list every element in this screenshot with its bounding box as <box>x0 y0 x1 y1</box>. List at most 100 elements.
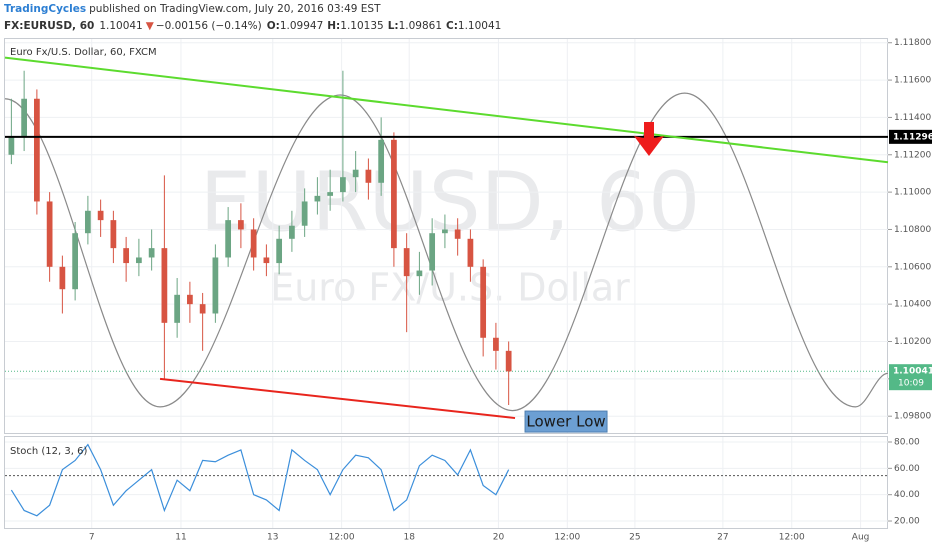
y-tick-label: 1.11000 <box>894 188 931 198</box>
y-tick-label: 1.10800 <box>894 225 931 235</box>
y-tick-label: 1.09800 <box>894 412 931 422</box>
header-line: TradingCycles published on TradingView.co… <box>4 3 381 15</box>
last-price-box <box>889 364 932 391</box>
main-pane <box>4 38 888 434</box>
hline-price-label: 1.11296 <box>893 132 932 142</box>
trend-line <box>4 56 889 164</box>
candle-body <box>59 266 66 290</box>
watermark-sub: Euro FX/U.S. Dollar <box>270 266 630 310</box>
candle-body <box>352 169 359 178</box>
x-tick-label: 13 <box>267 533 278 543</box>
candle-body <box>161 248 168 323</box>
c-label: C: <box>446 20 458 32</box>
down-arrow <box>634 122 664 156</box>
candle-body <box>289 225 295 239</box>
x-tick-label: 27 <box>717 533 728 543</box>
candle-body <box>8 136 15 155</box>
candle-body <box>148 248 155 258</box>
x-tick-label: Aug <box>852 533 870 543</box>
last: 1.10041 <box>99 20 142 32</box>
annotation-box <box>524 410 608 433</box>
stoch-pane <box>4 436 888 529</box>
quote-line: FX:EURUSD, 60 1.10041 ▼ −0.00156 (−0.14%) O:… <box>4 20 501 32</box>
candle-body <box>72 233 78 290</box>
candle-body <box>199 304 206 314</box>
candle-body <box>46 201 53 267</box>
c: 1.10041 <box>458 20 501 32</box>
candle-body <box>34 98 40 202</box>
x-tick-label: 12:00 <box>554 533 580 543</box>
x-tick-label: 12:00 <box>329 533 355 543</box>
candle-body <box>136 257 142 264</box>
candle-body <box>97 210 104 221</box>
candle-body <box>391 139 397 249</box>
candle-body <box>123 248 130 264</box>
candle-body <box>416 270 423 277</box>
candle-body <box>21 98 27 137</box>
candle-body <box>276 238 283 264</box>
x-tick-label: 7 <box>89 533 95 543</box>
y-tick-label: 1.11400 <box>894 113 931 123</box>
stoch-line <box>10 443 510 517</box>
hline-price-box <box>889 129 932 144</box>
stoch-legend: Stoch (12, 3, 6) <box>10 446 87 457</box>
y-tick-label: 80.00 <box>894 438 920 448</box>
x-tick-label: 20 <box>493 533 505 543</box>
h: 1.10135 <box>340 20 383 32</box>
candle-body <box>212 257 219 314</box>
x-tick-label: 18 <box>403 533 415 543</box>
x-tick-label: 25 <box>629 533 640 543</box>
candle-body <box>301 201 308 226</box>
cycle-curve <box>4 92 889 412</box>
candle-body <box>263 257 270 264</box>
l: 1.09861 <box>399 20 442 32</box>
candle-body <box>110 220 117 249</box>
candle-body <box>493 337 499 351</box>
o: 1.09947 <box>280 20 323 32</box>
candle-body <box>187 294 193 305</box>
plot-layer: Lower Low <box>4 39 889 528</box>
candle-body <box>467 238 474 267</box>
watermark: EURUSD, 60 <box>200 155 701 250</box>
candle-body <box>480 266 487 338</box>
candle-body <box>378 139 385 183</box>
candle-body <box>403 248 410 277</box>
y-tick-label: 1.11800 <box>894 38 931 48</box>
last-price-label: 1.10041 <box>893 367 932 377</box>
candle-body <box>85 210 91 234</box>
y-tick-label: 1.11200 <box>894 150 931 160</box>
candle-body <box>454 229 461 239</box>
candle-body <box>340 177 346 193</box>
y-tick-label: 20.00 <box>894 517 920 527</box>
o-label: O: <box>267 20 280 32</box>
change: −0.00156 (−0.14%) <box>156 20 262 32</box>
candle-body <box>429 233 436 271</box>
candle-body <box>225 220 232 258</box>
published: published on TradingView.com, July 20, 2… <box>89 3 381 15</box>
h-label: H: <box>327 20 340 32</box>
y-tick-label: 1.11600 <box>894 76 931 86</box>
pane-legend: Euro Fx/U.S. Dollar, 60, FXCM <box>10 47 157 58</box>
candle-body <box>238 220 244 230</box>
candle-body <box>250 229 257 258</box>
trend-line <box>159 377 516 420</box>
x-tick-label: 12:00 <box>779 533 805 543</box>
x-tick-label: 11 <box>175 533 186 543</box>
last-price-time: 10:09 <box>898 379 924 389</box>
y-tick-label: 40.00 <box>894 490 920 500</box>
candle-body <box>442 229 448 234</box>
y-tick-label: 1.10400 <box>894 300 931 310</box>
candle-body <box>314 195 321 202</box>
candle-body <box>327 192 334 196</box>
l-label: L: <box>388 20 399 32</box>
symbol: FX:EURUSD, 60 <box>4 20 94 32</box>
author[interactable]: TradingCycles <box>4 3 86 15</box>
candle-body <box>365 169 372 183</box>
candle-body <box>505 350 512 372</box>
y-tick-label: 60.00 <box>894 464 920 474</box>
y-tick-label: 1.10600 <box>894 262 931 272</box>
y-tick-label: 1.10200 <box>894 337 931 347</box>
arrow: ▼ <box>146 20 155 32</box>
annotation-label: Lower Low <box>526 413 605 431</box>
